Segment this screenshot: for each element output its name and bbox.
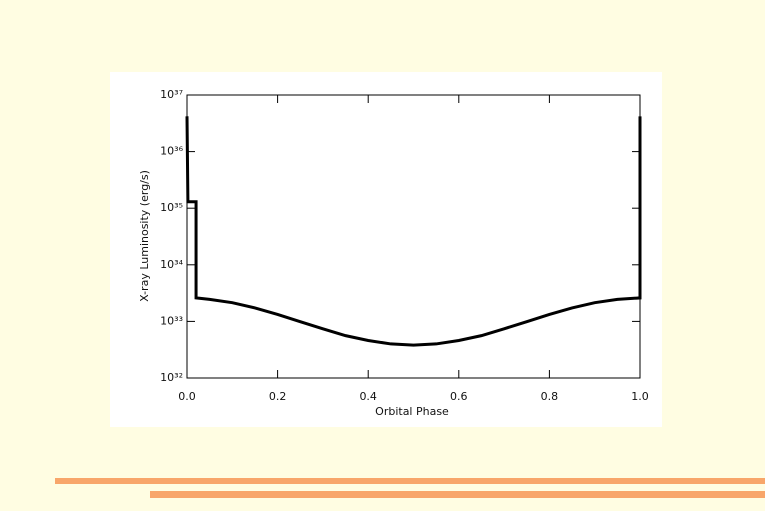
- y-tick-label: 10³²: [160, 371, 183, 384]
- decor-bar: [150, 491, 765, 498]
- x-axis-title: Orbital Phase: [375, 405, 449, 418]
- x-tick-label: 0.0: [178, 390, 196, 403]
- decor-bar: [55, 478, 765, 484]
- y-tick-label: 10³⁷: [160, 88, 183, 101]
- x-tick-label: 0.4: [359, 390, 377, 403]
- x-tick-label: 0.8: [541, 390, 559, 403]
- y-tick-label: 10³⁴: [160, 258, 183, 271]
- y-tick-label: 10³⁶: [160, 145, 183, 158]
- x-tick-label: 0.2: [269, 390, 287, 403]
- y-axis-title: X-ray Luminosity (erg/s): [138, 170, 151, 302]
- x-tick-label: 0.6: [450, 390, 468, 403]
- y-tick-label: 10³⁵: [160, 201, 183, 214]
- x-tick-label: 1.0: [631, 390, 649, 403]
- y-tick-label: 10³³: [160, 314, 183, 327]
- data-line: [185, 116, 642, 347]
- chart-panel: [110, 72, 662, 427]
